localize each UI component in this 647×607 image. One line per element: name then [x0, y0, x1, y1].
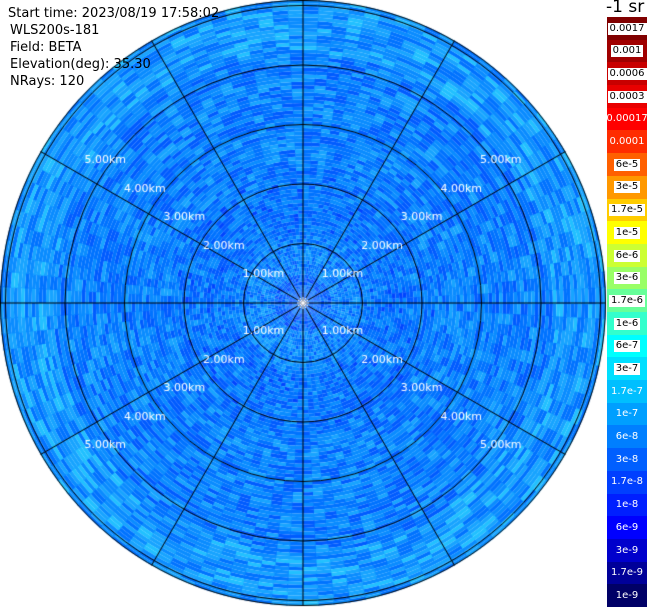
- colorbar-tick-label: 0.0001: [609, 136, 645, 148]
- colorbar-swatch: 6e-8: [607, 425, 647, 449]
- colorbar-swatch: 1.7e-7: [607, 380, 647, 404]
- colorbar-tick-label: 0.0006: [607, 67, 647, 80]
- instrument-label: WLS200s-181: [10, 23, 100, 38]
- colorbar-swatch: 1e-6: [607, 312, 647, 336]
- colorbar-tick-label: 1.7e-9: [610, 567, 644, 579]
- colorbar-swatch: 3e-9: [607, 538, 647, 563]
- colorbar-tick-label: 3e-5: [613, 181, 641, 194]
- colorbar-swatch: 6e-7: [607, 334, 647, 358]
- colorbar-tick-label: 3e-7: [613, 362, 641, 375]
- colorbar-swatch: 0.001: [607, 39, 647, 63]
- colorbar-tick-label: 1.7e-5: [608, 204, 646, 217]
- colorbar-tick-label: 6e-8: [615, 431, 639, 443]
- colorbar-tick-label: 6e-6: [613, 249, 641, 262]
- colorbar-swatch: 0.00017: [606, 107, 647, 131]
- colorbar-tick-label: 1e-7: [615, 408, 639, 420]
- colorbar-swatch: 6e-5: [607, 153, 647, 177]
- colorbar-swatch: 1e-8: [607, 493, 647, 517]
- colorbar-tick-label: 3e-6: [613, 272, 641, 285]
- colorbar-tick-label: 0.0017: [607, 22, 647, 35]
- colorbar-tick-label: 1.7e-8: [610, 476, 644, 488]
- colorbar-tick-label: 1.7e-7: [610, 385, 644, 397]
- colorbar-tick-label: 6e-9: [615, 521, 639, 533]
- colorbar-swatch: 1.7e-8: [607, 470, 647, 495]
- header-info: Start time: 2023/08/19 17:58:02 WLS200s-…: [0, 5, 219, 90]
- colorbar-tick-label: 1e-5: [613, 226, 641, 239]
- colorbar-tick-label: 1e-9: [615, 589, 639, 601]
- colorbar-swatch: 1e-7: [607, 402, 647, 426]
- colorbar-swatch: 3e-6: [607, 266, 647, 290]
- colorbar-swatch: 1e-9: [607, 584, 647, 607]
- colorbar-swatch: 0.0001: [607, 130, 647, 154]
- colorbar-tick-label: 3e-9: [615, 544, 639, 556]
- elevation-label: Elevation(deg): 35.30: [10, 57, 151, 72]
- colorbar-unit: -1 sr: [606, 0, 645, 17]
- colorbar-swatch: 0.0017: [607, 17, 647, 41]
- colorbar-swatch: 1.7e-5: [607, 198, 647, 222]
- colorbar-tick-label: 0.00017: [606, 113, 647, 125]
- colorbar-swatch: 3e-7: [607, 357, 647, 381]
- colorbar-tick-label: 1e-8: [615, 499, 639, 511]
- colorbar-swatch: 1.7e-6: [607, 289, 647, 313]
- colorbar-tick-label: 6e-5: [613, 158, 641, 171]
- colorbar-swatch: 6e-9: [607, 516, 647, 540]
- colorbar-swatch: 1.7e-9: [607, 561, 647, 585]
- field-label: Field: BETA: [10, 40, 82, 55]
- radar-ppi-plot: [0, 0, 607, 607]
- colorbar-tick-label: 1.7e-6: [608, 294, 646, 307]
- colorbar-swatch: 6e-6: [607, 243, 647, 268]
- colorbar-swatch: 3e-5: [607, 175, 647, 200]
- nrays-label: NRays: 120: [10, 74, 85, 89]
- colorbar-tick-label: 0.001: [610, 45, 644, 58]
- start-time-label: Start time: 2023/08/19 17:58:02: [8, 6, 220, 21]
- colorbar-swatch: 0.0003: [607, 85, 647, 109]
- colorbar-tick-label: 6e-7: [613, 340, 641, 353]
- colorbar-swatch: 1e-5: [607, 221, 647, 245]
- colorbar-tick-label: 0.0003: [607, 90, 647, 103]
- colorbar-swatch: 3e-8: [607, 448, 647, 472]
- colorbar-swatch: 0.0006: [607, 62, 647, 86]
- colorbar-tick-label: 1e-6: [613, 317, 641, 330]
- colorbar-tick-label: 3e-8: [615, 453, 639, 465]
